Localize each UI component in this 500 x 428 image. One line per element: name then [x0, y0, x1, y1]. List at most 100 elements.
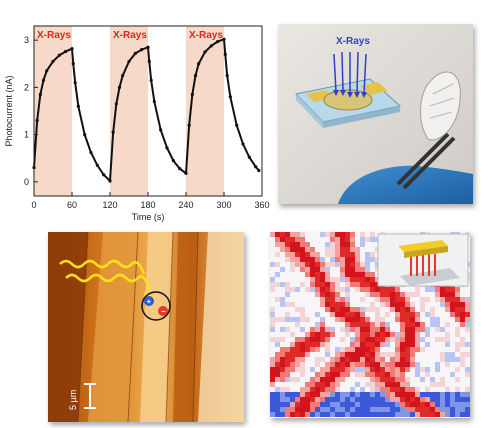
data-point — [127, 59, 131, 64]
map-pixel — [300, 322, 305, 327]
map-pixel — [380, 332, 385, 337]
map-pixel — [445, 412, 450, 417]
map-pixel — [410, 372, 415, 377]
map-pixel — [390, 352, 395, 357]
map-pixel — [430, 332, 435, 337]
map-pixel — [315, 377, 320, 382]
data-point — [95, 163, 99, 167]
map-pixel — [440, 312, 445, 317]
map-pixel — [360, 317, 365, 322]
map-pixel — [330, 317, 335, 322]
map-pixel — [420, 402, 425, 407]
map-pixel — [450, 357, 455, 362]
xray-region-3 — [186, 26, 224, 196]
map-pixel — [275, 377, 280, 382]
map-pixel — [410, 387, 415, 392]
map-pixel — [345, 322, 350, 327]
map-pixel — [345, 272, 350, 277]
map-pixel — [360, 257, 365, 262]
map-pixel — [300, 337, 305, 342]
map-pixel — [410, 357, 415, 362]
map-pixel — [405, 317, 410, 322]
map-pixel — [345, 287, 350, 292]
map-pixel — [355, 392, 360, 397]
xray-region-label-1: X-Rays — [37, 30, 71, 41]
map-pixel — [305, 232, 310, 237]
map-pixel — [355, 272, 360, 277]
map-pixel — [285, 362, 290, 367]
map-pixel — [370, 377, 375, 382]
data-point — [121, 73, 125, 78]
xray-wave-lines — [59, 259, 152, 291]
map-pixel — [390, 332, 395, 337]
map-pixel — [420, 292, 425, 297]
map-pixel — [360, 252, 365, 257]
map-pixel — [305, 237, 310, 242]
map-pixel — [445, 322, 450, 327]
map-pixel — [430, 357, 435, 362]
map-pixel — [345, 252, 350, 257]
map-pixel — [295, 282, 300, 287]
map-pixel — [320, 257, 325, 262]
map-pixel — [435, 342, 440, 347]
map-pixel — [315, 317, 320, 322]
map-pixel — [315, 352, 320, 357]
map-pixel — [300, 317, 305, 322]
map-pixel — [280, 312, 285, 317]
map-pixel — [385, 317, 390, 322]
map-pixel — [370, 332, 375, 337]
map-pixel — [350, 277, 355, 282]
map-pixel — [385, 407, 390, 412]
map-pixel — [295, 247, 300, 252]
map-pixel — [385, 312, 390, 317]
map-pixel — [305, 317, 310, 322]
map-pixel — [410, 337, 415, 342]
map-pixel — [300, 242, 305, 247]
y-tick-label: 2 — [24, 82, 29, 92]
map-pixel — [360, 392, 365, 397]
map-pixel — [370, 367, 375, 372]
map-pixel — [375, 347, 380, 352]
map-pixel — [325, 412, 330, 417]
map-pixel — [385, 412, 390, 417]
map-pixel — [365, 247, 370, 252]
map-pixel — [430, 347, 435, 352]
map-pixel — [285, 267, 290, 272]
data-point — [146, 45, 150, 49]
y-tick-label: 1 — [24, 130, 29, 140]
map-pixel — [380, 382, 385, 387]
map-pixel — [320, 387, 325, 392]
map-pixel — [365, 397, 370, 402]
map-pixel — [315, 372, 320, 377]
map-pixel — [420, 357, 425, 362]
map-pixel — [300, 407, 305, 412]
map-pixel — [370, 302, 375, 307]
map-pixel — [365, 292, 370, 297]
map-pixel — [285, 277, 290, 282]
map-pixel — [280, 302, 285, 307]
map-pixel — [355, 237, 360, 242]
map-pixel — [325, 302, 330, 307]
map-pixel — [380, 377, 385, 382]
map-pixel — [405, 412, 410, 417]
map-pixel — [450, 297, 455, 302]
map-pixel — [450, 387, 455, 392]
map-pixel — [285, 342, 290, 347]
map-pixel — [450, 397, 455, 402]
data-point — [108, 179, 112, 183]
map-pixel — [405, 392, 410, 397]
map-pixel — [315, 272, 320, 277]
map-pixel — [385, 347, 390, 352]
map-pixel — [450, 402, 455, 407]
map-pixel — [460, 322, 465, 327]
map-pixel — [340, 237, 345, 242]
map-pixel — [350, 292, 355, 297]
map-pixel — [390, 372, 395, 377]
map-pixel — [295, 267, 300, 272]
map-pixel — [315, 412, 320, 417]
map-pixel — [295, 302, 300, 307]
map-pixel — [355, 327, 360, 332]
map-pixel — [395, 382, 400, 387]
map-pixel — [310, 327, 315, 332]
map-pixel — [350, 337, 355, 342]
